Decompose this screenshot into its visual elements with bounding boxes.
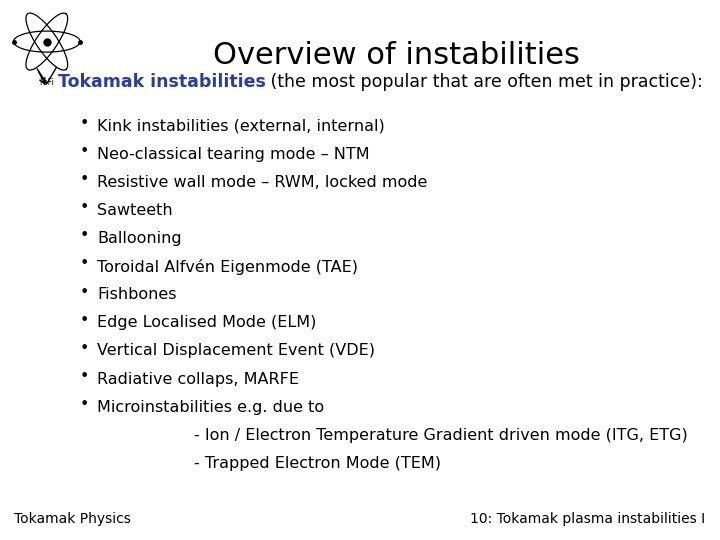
Text: Ballooning: Ballooning bbox=[97, 231, 182, 246]
Text: •: • bbox=[79, 116, 89, 131]
Text: •: • bbox=[79, 200, 89, 215]
Text: Radiative collaps, MARFE: Radiative collaps, MARFE bbox=[97, 372, 300, 387]
Text: - Ion / Electron Temperature Gradient driven mode (ITG, ETG): - Ion / Electron Temperature Gradient dr… bbox=[194, 428, 688, 443]
Text: Tokamak Physics: Tokamak Physics bbox=[14, 512, 131, 526]
Text: Fishbones: Fishbones bbox=[97, 287, 176, 302]
Text: Overview of instabilities: Overview of instabilities bbox=[212, 40, 580, 70]
Text: •: • bbox=[79, 397, 89, 412]
Text: •: • bbox=[79, 285, 89, 300]
Text: Resistive wall mode – RWM, locked mode: Resistive wall mode – RWM, locked mode bbox=[97, 175, 428, 190]
Text: Microinstabilities e.g. due to: Microinstabilities e.g. due to bbox=[97, 400, 324, 415]
Text: •: • bbox=[79, 172, 89, 187]
Text: •: • bbox=[79, 369, 89, 384]
Text: Kink instabilities (external, internal): Kink instabilities (external, internal) bbox=[97, 119, 385, 134]
Text: Toroidal Alfvén Eigenmode (TAE): Toroidal Alfvén Eigenmode (TAE) bbox=[97, 259, 359, 275]
Text: - Trapped Electron Mode (TEM): - Trapped Electron Mode (TEM) bbox=[194, 456, 441, 471]
Text: FoFi: FoFi bbox=[40, 78, 54, 87]
Text: 10: Tokamak plasma instabilities I: 10: Tokamak plasma instabilities I bbox=[470, 512, 706, 526]
Text: •: • bbox=[79, 341, 89, 356]
Text: •: • bbox=[79, 228, 89, 244]
Text: Neo-classical tearing mode – NTM: Neo-classical tearing mode – NTM bbox=[97, 147, 370, 162]
Text: Edge Localised Mode (ELM): Edge Localised Mode (ELM) bbox=[97, 315, 317, 330]
Text: Tokamak instabilities: Tokamak instabilities bbox=[58, 73, 266, 91]
Text: (the most popular that are often met in practice):: (the most popular that are often met in … bbox=[266, 73, 703, 91]
Text: Sawteeth: Sawteeth bbox=[97, 203, 173, 218]
Text: Vertical Displacement Event (VDE): Vertical Displacement Event (VDE) bbox=[97, 343, 375, 359]
Text: •: • bbox=[79, 144, 89, 159]
Text: •: • bbox=[79, 313, 89, 328]
Text: •: • bbox=[79, 256, 89, 272]
